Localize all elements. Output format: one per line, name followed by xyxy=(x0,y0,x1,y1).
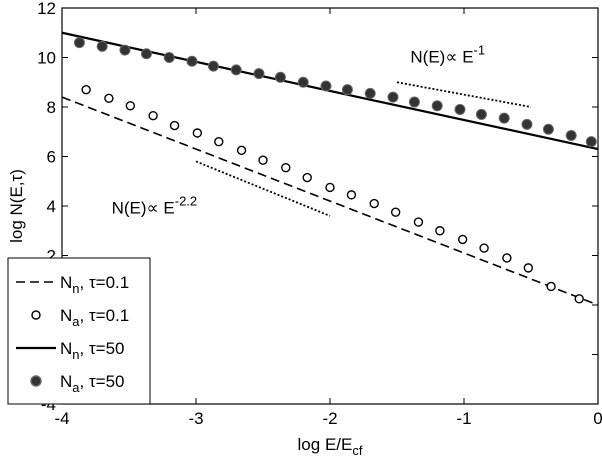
x-tick-label: -3 xyxy=(188,409,203,428)
legend-marker xyxy=(31,310,41,320)
data-point xyxy=(207,60,219,72)
data-point xyxy=(302,172,312,183)
data-point xyxy=(369,198,379,209)
data-point xyxy=(542,123,554,135)
legend-label: Nn, τ=50 xyxy=(60,339,125,362)
data-point xyxy=(163,52,175,63)
data-point xyxy=(119,44,131,56)
data-point xyxy=(346,190,357,200)
data-point xyxy=(274,71,286,83)
y-tick-label: 10 xyxy=(37,49,56,68)
data-point xyxy=(479,243,489,253)
x-tick-label: -4 xyxy=(54,409,69,428)
y-tick-label: 4 xyxy=(47,197,56,216)
legend-label-rest: , τ=0.1 xyxy=(80,306,130,325)
legend-label: Nn, τ=0.1 xyxy=(60,273,129,296)
reference-line xyxy=(396,81,532,108)
x-tick-label: -2 xyxy=(322,409,337,428)
x-axis-label-main: log E/E xyxy=(298,435,353,454)
data-point xyxy=(192,128,203,138)
legend-label-sub: n xyxy=(72,281,79,296)
annotation: N(E)∝ E-2.2 xyxy=(112,193,198,217)
data-point xyxy=(565,129,577,141)
data-point xyxy=(81,84,91,95)
data-point xyxy=(104,93,114,104)
annotation: N(E)∝ E-1 xyxy=(410,42,485,66)
y-tick-label: 6 xyxy=(47,148,56,167)
legend-label-sub: n xyxy=(72,347,79,362)
legend-label-main: N xyxy=(60,273,72,292)
legend-label-rest: , τ=50 xyxy=(80,339,125,358)
annotation-text: N(E)∝ E xyxy=(112,198,175,217)
legend-label-sub: a xyxy=(72,380,80,395)
data-point xyxy=(169,120,180,131)
legend-label-rest: , τ=50 xyxy=(80,372,125,391)
annotation-sup: -2.2 xyxy=(175,193,197,208)
y-tick-label: 8 xyxy=(47,98,56,117)
data-point xyxy=(585,136,597,148)
data-point xyxy=(498,112,510,124)
data-point xyxy=(214,136,224,147)
data-point xyxy=(574,294,584,304)
data-point xyxy=(364,87,376,99)
data-point xyxy=(258,155,268,165)
data-point xyxy=(96,40,108,52)
data-point xyxy=(297,76,309,88)
data-point xyxy=(502,253,512,263)
legend-label-main: N xyxy=(60,339,72,358)
y-tick-label: 2 xyxy=(47,247,56,266)
legend-label-sub: a xyxy=(72,314,80,329)
data-point xyxy=(435,226,445,236)
data-point xyxy=(454,103,466,115)
data-point xyxy=(521,118,533,130)
data-point xyxy=(320,80,332,92)
legend-label-main: N xyxy=(60,372,72,391)
data-point xyxy=(341,84,353,96)
data-point xyxy=(186,55,198,67)
legend-marker xyxy=(30,375,42,387)
x-tick-label: 0 xyxy=(593,409,602,428)
legend-label-main: N xyxy=(60,306,72,325)
x-tick-label: -1 xyxy=(456,409,471,428)
data-point xyxy=(387,91,399,103)
legend-label: Na, τ=0.1 xyxy=(60,306,129,329)
x-axis-label: log E/Ecf xyxy=(298,435,363,458)
series-line xyxy=(61,96,599,306)
reference-line xyxy=(195,160,331,217)
legend-label-rest: , τ=0.1 xyxy=(80,273,130,292)
annotation-text: N(E)∝ E xyxy=(410,47,473,66)
data-point xyxy=(457,234,468,245)
data-point xyxy=(140,48,152,60)
data-point xyxy=(408,96,420,108)
data-point xyxy=(253,68,265,80)
data-point xyxy=(390,207,401,217)
annotation-sup: -1 xyxy=(474,42,486,57)
plot-frame xyxy=(61,7,599,405)
data-point xyxy=(73,37,85,49)
data-point xyxy=(148,110,158,121)
data-point xyxy=(236,145,247,156)
y-axis-label: log N(E,τ) xyxy=(7,169,26,243)
x-axis-label-sub: cf xyxy=(352,443,363,458)
data-point xyxy=(546,281,556,292)
data-point xyxy=(325,182,335,193)
data-point xyxy=(475,108,487,120)
data-point xyxy=(413,217,424,227)
legend-label: Na, τ=50 xyxy=(60,372,125,395)
data-point xyxy=(230,64,242,76)
data-point xyxy=(281,162,291,173)
y-tick-label: 12 xyxy=(37,0,56,18)
data-point xyxy=(523,263,534,273)
data-point xyxy=(431,100,443,112)
data-point xyxy=(125,101,136,111)
